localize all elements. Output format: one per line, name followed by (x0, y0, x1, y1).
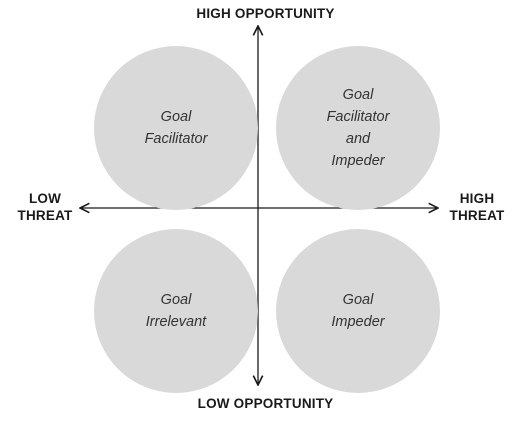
quadrant-text-line: Facilitator (144, 131, 208, 147)
quadrant-text-line: Irrelevant (145, 314, 207, 330)
quadrant-text-line: Goal (160, 292, 192, 308)
high-threat-label-line: THREAT (449, 208, 505, 223)
quadrant-text-line: Goal (160, 109, 192, 125)
goal-impeder-circle: Goal Impeder (276, 229, 440, 393)
quadrant-text-line: and (345, 131, 371, 147)
goal-irrelevant-circle: Goal Irrelevant (94, 229, 258, 393)
low-threat-label-line: THREAT (17, 208, 73, 223)
high-threat-label-line: HIGH (459, 191, 495, 206)
quadrant-text-line: Goal (342, 87, 374, 103)
quadrant-text-line: Impeder (331, 314, 385, 330)
goal-facilitator-circle: Goal Facilitator (94, 46, 258, 210)
goal-facilitator-and-impeder-circle: Goal Facilitator and Impeder (276, 46, 440, 210)
low-threat-label-line: LOW (28, 191, 62, 206)
quadrant-text-line: Facilitator (326, 109, 390, 125)
low-opportunity-label: LOW OPPORTUNITY (197, 396, 334, 411)
high-opportunity-label: HIGH OPPORTUNITY (196, 6, 335, 21)
quadrant-text-line: Goal (342, 292, 374, 308)
quadrant-text-line: Impeder (331, 153, 385, 169)
low-threat-label: LOW THREAT (14, 190, 76, 224)
high-threat-label: HIGH THREAT (440, 190, 514, 224)
